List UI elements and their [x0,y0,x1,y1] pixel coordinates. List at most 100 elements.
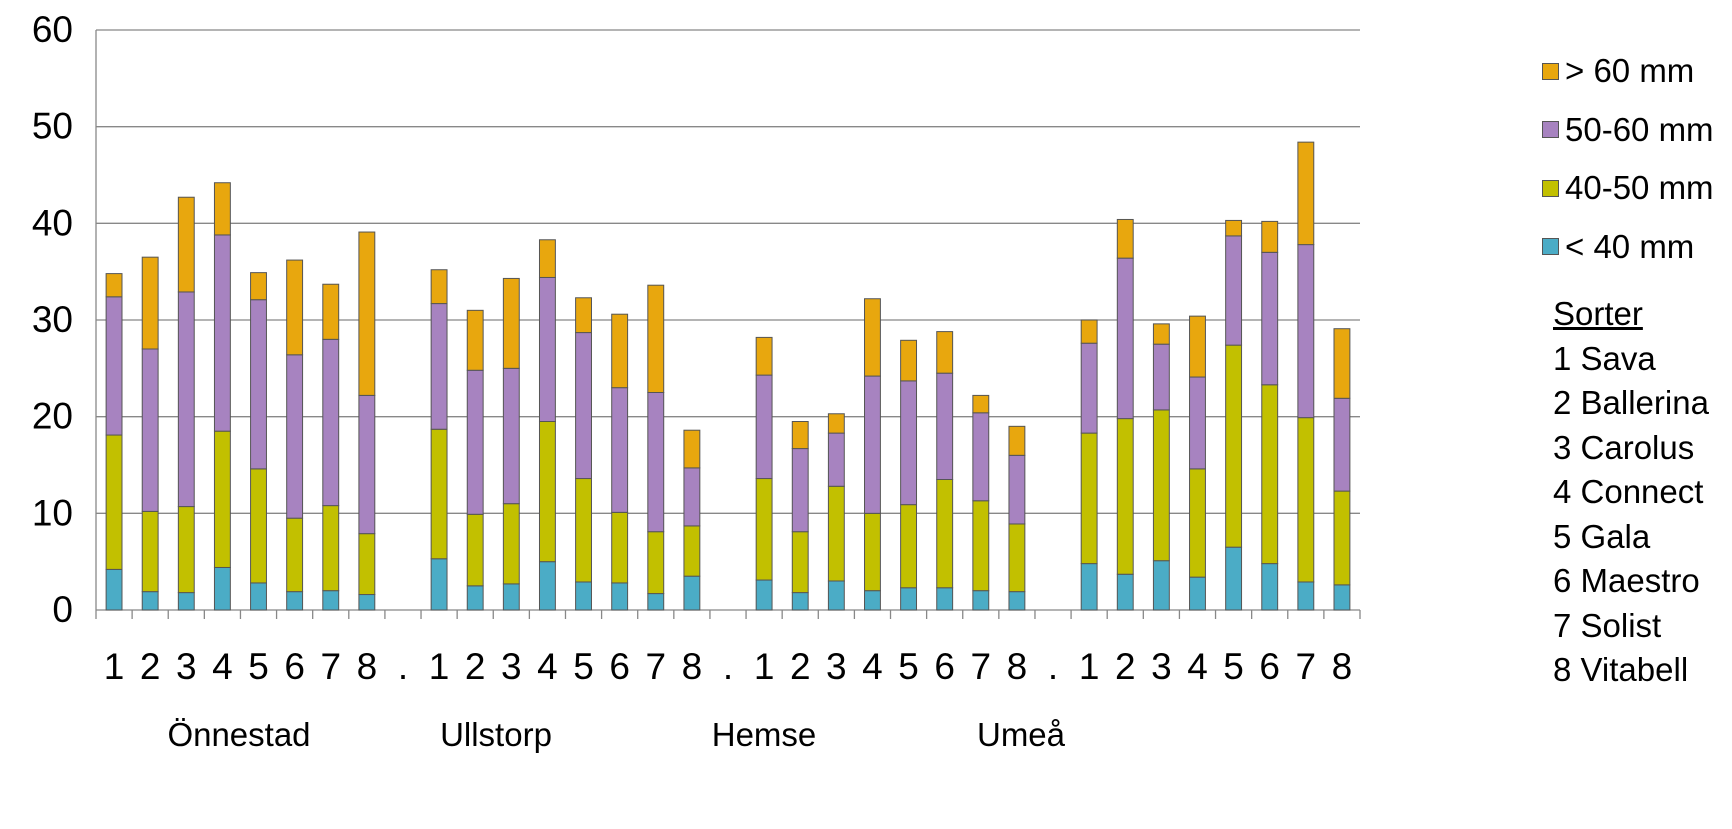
x-tick-label: 4 [537,646,558,687]
bar-segment [972,500,990,592]
bar-segment [1225,344,1243,548]
x-tick-label: 8 [1332,646,1353,687]
bar-segment [791,531,809,594]
bar-segment [141,348,159,512]
bar-segment [683,575,701,611]
bar-segment [105,434,123,570]
bar-segment [1008,454,1026,525]
bar-segment [1152,323,1170,345]
bar-segment [1189,576,1206,611]
x-tick-label: 5 [898,646,919,687]
bar-segment [1080,563,1098,611]
bar-segment [430,428,448,560]
y-tick-label: 30 [32,299,73,340]
legend-swatch-gt60 [1542,62,1559,80]
x-tick-label: 8 [682,646,703,687]
bar-segment [647,284,665,394]
bar-segment [864,590,881,611]
bar-segment [1116,257,1134,420]
x-tick-label: 5 [573,646,594,687]
bar-segment [611,582,629,611]
bar-segment [105,273,123,298]
x-tick-label: 1 [104,646,125,687]
bar-segment [358,594,376,611]
x-tick-label: 6 [1259,646,1280,687]
x-tick-label: 3 [826,646,847,687]
bar-segment [755,336,773,376]
bar-segment [1261,563,1279,611]
x-tick-label: 2 [465,646,486,687]
bar-segment [647,531,665,595]
sorter-item: 1 Sava [1553,339,1656,377]
bar-segment [900,339,918,382]
legend-label-lt40: < 40 mm [1565,227,1695,265]
bar-segment [1152,409,1170,562]
bar-segment [755,374,773,480]
bar-segment [502,367,520,505]
bar-segment [575,581,592,611]
x-tick-label: 2 [1115,646,1136,687]
bar-segment [322,590,340,611]
bar-segment [1333,584,1351,611]
bar-segment [972,590,990,611]
bar-segment [1189,315,1206,378]
bar-segment [755,579,773,611]
bar-segment [213,234,231,432]
bar-segment [1080,432,1098,565]
bar-segment [972,394,990,414]
x-tick-label: 1 [754,646,775,687]
bar-segment [683,525,701,577]
legend-label-50-60: 50-60 mm [1565,110,1714,148]
bar-segment [1116,418,1134,575]
bar-segment [900,380,918,506]
x-tick-label: 3 [176,646,197,687]
bar-segment [1261,220,1279,253]
bar-segment [1080,342,1098,434]
sorter-title: Sorter [1553,295,1643,332]
bar-segment [864,512,881,592]
y-tick-label: 50 [32,106,73,147]
bar-segment [1261,384,1279,565]
legend-swatch-lt40 [1542,238,1559,256]
bar-segment [611,387,629,513]
bar-segment [1080,319,1098,344]
bar-segment [250,582,267,611]
x-tick-label: 4 [862,646,883,687]
bar-segment [864,375,881,514]
legend-item-gt60: > 60 mm [1542,42,1714,101]
bar-segment [791,592,809,611]
bar-segment [538,421,556,563]
bar-segment [1225,546,1243,611]
sorter-item: 8 Vitabell [1553,651,1689,688]
legend: > 60 mm 50-60 mm 40-50 mm < 40 mm [1542,42,1714,276]
bar-segment [466,585,484,611]
bar-segment [538,561,556,611]
bar-segment [1116,573,1134,611]
bar-segment [1297,141,1315,246]
bar-segment [538,276,556,423]
bar-segment [936,331,954,374]
bar-segment [105,296,123,436]
bar-segment [611,511,629,584]
bar-segment [177,291,195,508]
x-tick-label: 2 [140,646,161,687]
bar-segment [538,239,556,278]
x-tick-label: 7 [320,646,341,687]
bar-segment [1008,523,1026,593]
bar-segment [250,272,267,301]
x-tick-label: 1 [1079,646,1100,687]
bar-segment [430,269,448,305]
bar-segment [141,510,159,593]
group-label: Hemse [712,716,817,753]
bar-segment [827,432,845,487]
legend-swatch-50-60 [1542,121,1559,139]
sorter-list: Sorter 1 Sava 2 Ballerina 3 Carolus 4 Co… [1553,292,1709,693]
x-tick-label: 7 [971,646,992,687]
bar-segment [575,332,592,480]
bar-segment [647,392,665,533]
bar-segment [1008,591,1026,611]
bar-segment [1225,235,1243,346]
bar-segment [286,354,304,519]
x-tick-label: 6 [609,646,630,687]
legend-item-lt40: < 40 mm [1542,218,1714,277]
